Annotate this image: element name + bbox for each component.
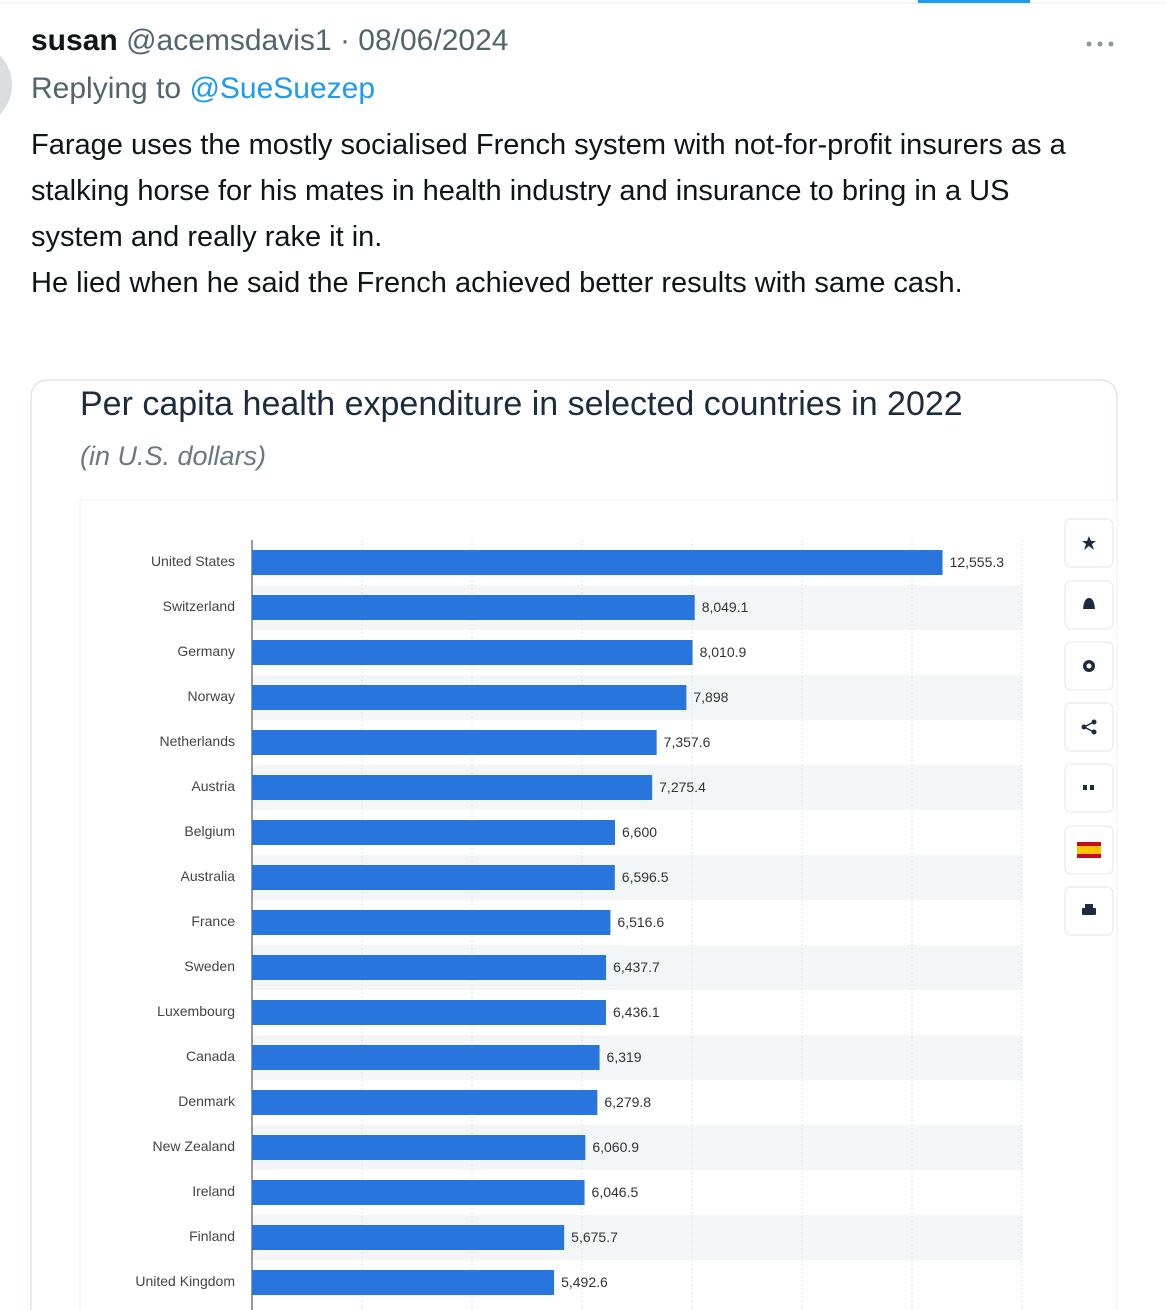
chart-subtitle: (in U.S. dollars) <box>80 441 266 471</box>
separator: · <box>339 24 350 57</box>
sidebar-button[interactable] <box>1064 702 1114 752</box>
value-label: 7,898 <box>693 689 728 705</box>
y-tick-label: Ireland <box>192 1183 235 1199</box>
y-tick-label: Denmark <box>178 1093 236 1109</box>
y-tick-label: Austria <box>191 778 235 794</box>
y-tick-label: Switzerland <box>163 598 235 614</box>
value-label: 6,279.8 <box>604 1094 651 1110</box>
y-tick-label: Netherlands <box>160 733 236 749</box>
y-tick-label: Canada <box>186 1048 235 1064</box>
handle[interactable]: @acemsdavis1 <box>126 24 332 57</box>
author[interactable]: susan <box>31 24 118 57</box>
y-tick-label: Luxembourg <box>157 1003 235 1019</box>
value-label: 12,555.3 <box>950 554 1005 570</box>
bar <box>252 1090 598 1115</box>
sidebar-button[interactable] <box>1064 518 1114 568</box>
sidebar-button[interactable] <box>1064 886 1114 936</box>
value-label: 7,275.4 <box>659 779 706 795</box>
y-tick-label: France <box>191 913 235 929</box>
y-tick-label: New Zealand <box>153 1138 236 1154</box>
bar <box>252 865 615 890</box>
value-label: 6,596.5 <box>622 869 669 885</box>
value-label: 5,675.7 <box>571 1229 618 1245</box>
bar <box>252 910 611 935</box>
bar <box>252 730 657 755</box>
bar <box>252 1225 565 1250</box>
y-tick-label: Norway <box>188 688 235 704</box>
avatar[interactable] <box>0 43 12 127</box>
value-label: 6,600 <box>622 824 657 840</box>
value-label: 6,060.9 <box>592 1139 639 1155</box>
value-label: 8,010.9 <box>700 644 747 660</box>
bar <box>252 1045 600 1070</box>
icon-quote <box>1083 785 1087 790</box>
bar <box>252 550 943 575</box>
y-tick-label: United Kingdom <box>135 1273 235 1289</box>
icon-flag-band <box>1077 846 1101 854</box>
bar <box>252 640 693 665</box>
sidebar-button[interactable] <box>1064 825 1114 875</box>
bar <box>252 775 653 800</box>
icon-star <box>1082 536 1096 550</box>
tweet-header: susan @acemsdavis1 · 08/06/2024 <box>31 24 1091 64</box>
value-label: 8,049.1 <box>702 599 749 615</box>
more-menu[interactable] <box>1086 41 1114 47</box>
icon-share-lines <box>1082 721 1095 733</box>
tweet: susan @acemsdavis1 · 08/06/2024 Replying… <box>31 24 1091 306</box>
bar <box>252 1180 585 1205</box>
tab-indicator <box>918 0 1030 3</box>
reply-line: Replying to @SueSuezep <box>31 72 1091 106</box>
value-label: 6,516.6 <box>617 914 664 930</box>
sidebar-button[interactable] <box>1064 763 1114 813</box>
button-bg <box>1064 702 1114 752</box>
icon-print-paper <box>1085 904 1093 908</box>
reply-to[interactable]: @SueSuezep <box>189 72 376 105</box>
y-tick-label: Germany <box>177 643 235 659</box>
reply-prefix: Replying to <box>31 72 182 105</box>
tweet-text: He lied when he said the French achieved… <box>31 267 963 299</box>
plot-panel <box>79 499 1118 1310</box>
icon-print <box>1082 908 1096 915</box>
icon-quote <box>1090 785 1094 790</box>
value-label: 6,319 <box>607 1049 642 1065</box>
bar <box>252 820 615 845</box>
bar <box>252 1135 586 1160</box>
bar <box>252 1000 606 1025</box>
value-label: 6,436.1 <box>613 1004 660 1020</box>
bar <box>252 595 695 620</box>
date[interactable]: 08/06/2024 <box>358 24 509 57</box>
bar <box>252 955 607 980</box>
y-tick-label: Belgium <box>184 823 235 839</box>
icon-gear-hole <box>1086 663 1092 669</box>
sidebar-button[interactable] <box>1064 641 1114 691</box>
value-label: 5,492.6 <box>561 1274 608 1290</box>
value-label: 6,437.7 <box>613 959 660 975</box>
value-label: 6,046.5 <box>592 1184 639 1200</box>
button-bg <box>1064 763 1114 813</box>
bar <box>252 1270 555 1295</box>
y-tick-label: Sweden <box>184 958 235 974</box>
y-tick-label: United States <box>151 553 235 569</box>
value-label: 7,357.6 <box>664 734 711 750</box>
bar <box>252 685 687 710</box>
y-tick-label: Finland <box>189 1228 235 1244</box>
sidebar-button[interactable] <box>1064 580 1114 630</box>
icon-bell <box>1083 598 1095 609</box>
chart-title: Per capita health expenditure in selecte… <box>80 385 963 423</box>
tweet-text: Farage uses the mostly socialised French… <box>31 129 1066 253</box>
y-tick-label: Australia <box>181 868 236 884</box>
